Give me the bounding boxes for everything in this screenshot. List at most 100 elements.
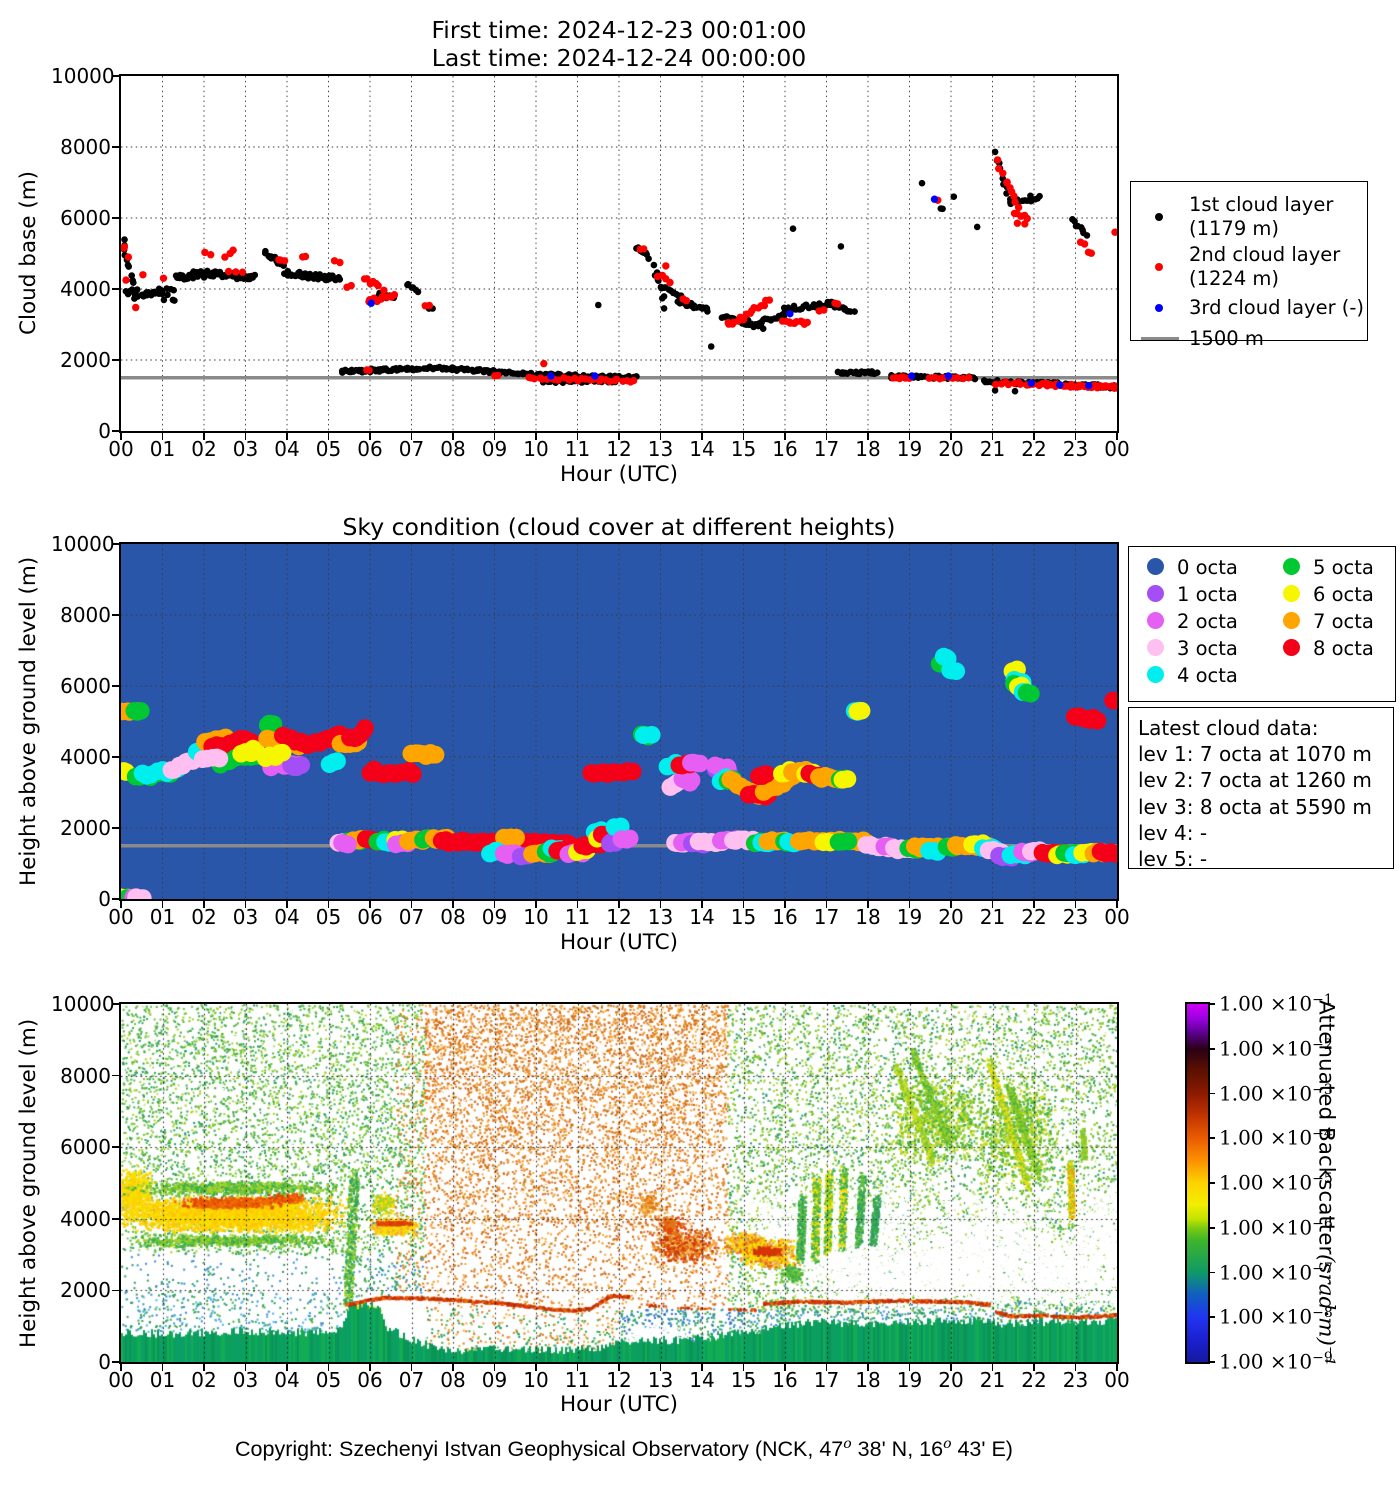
octa-7-label: 7 octa xyxy=(1313,610,1374,633)
x-tick xyxy=(825,433,828,440)
copyright-segment: 38' N, 16 xyxy=(851,1437,944,1462)
colorbar-tick-label: 1.00 ×10−2 xyxy=(1219,1036,1333,1061)
sky-condition-title: Sky condition (cloud cover at different … xyxy=(342,513,896,541)
x-tick xyxy=(203,1364,205,1371)
x-tick xyxy=(452,1364,454,1371)
x-tick-label: 16 xyxy=(772,905,798,929)
y-tick xyxy=(112,1361,119,1363)
x-tick-label: 02 xyxy=(191,1368,217,1392)
x-tick xyxy=(535,1364,537,1371)
colorbar-tick-label: 1.00 ×10−7 xyxy=(1219,1260,1333,1285)
octa-4-label: 4 octa xyxy=(1177,664,1238,687)
octa-legend: 0 octa 1 octa 2 octa 3 octa 4 octa 5 octa 6 oc… xyxy=(1128,546,1396,702)
octa-2-label: 2 octa xyxy=(1177,610,1238,633)
x-tick xyxy=(1116,901,1118,908)
x-tick-label: 12 xyxy=(606,905,632,929)
backscatter-plot xyxy=(119,1002,1119,1364)
x-tick-label: 20 xyxy=(938,905,964,929)
reference-line-icon xyxy=(1141,336,1179,340)
y-tick-label: 6000 xyxy=(60,1135,111,1160)
x-tick-label: 02 xyxy=(191,437,217,461)
y-tick-label: 0 xyxy=(98,887,111,911)
y-tick xyxy=(112,217,119,219)
x-tick xyxy=(1033,433,1035,440)
x-tick xyxy=(410,901,413,908)
colorbar-tick xyxy=(1210,1226,1215,1229)
x-tick-label: 03 xyxy=(232,437,259,461)
x-tick-label: 20 xyxy=(938,1368,964,1392)
x-tick xyxy=(120,1364,122,1371)
octa-7-dot-icon xyxy=(1283,612,1300,629)
x-tick-label: 18 xyxy=(855,1368,881,1392)
x-tick-label: 16 xyxy=(772,1368,798,1392)
octa-6-dot-icon xyxy=(1283,585,1300,602)
x-tick xyxy=(701,901,703,908)
x-tick xyxy=(369,433,371,440)
x-tick xyxy=(161,901,164,908)
x-tick xyxy=(244,433,247,440)
x-tick-label: 00 xyxy=(108,1368,134,1392)
sky-condition-y-axis-label: Height above ground level (m) xyxy=(16,556,41,886)
x-tick-label: 02 xyxy=(191,905,217,929)
x-tick-label: 04 xyxy=(274,437,300,461)
copyright-segment: Copyright: Szechenyi Istvan Geophysical … xyxy=(235,1437,844,1462)
x-tick-label: 19 xyxy=(896,1368,923,1392)
x-tick xyxy=(1074,433,1077,440)
x-tick xyxy=(784,901,786,908)
x-tick-label: 11 xyxy=(564,437,591,461)
x-tick-label: 21 xyxy=(979,1368,1006,1392)
x-tick-label: 22 xyxy=(1021,905,1047,929)
x-tick xyxy=(576,433,579,440)
sky-condition-scatter xyxy=(121,544,1117,899)
x-tick-label: 12 xyxy=(606,1368,632,1392)
x-tick-label: 13 xyxy=(647,905,674,929)
x-tick xyxy=(327,1364,330,1371)
x-tick-label: 13 xyxy=(647,1368,674,1392)
x-tick xyxy=(950,433,952,440)
cloud-level-line: lev 4: - xyxy=(1138,820,1208,845)
x-tick xyxy=(742,901,745,908)
x-tick xyxy=(991,1364,994,1371)
colorbar-tick-label: 1.00 ×10−3 xyxy=(1219,1081,1333,1106)
cloud-layer-legend: 1st cloud layer (1179 m) 2nd cloud layer (1… xyxy=(1130,181,1368,350)
x-tick-label: 05 xyxy=(315,905,342,929)
octa-5-label: 5 octa xyxy=(1313,556,1374,579)
second-layer-dot-icon xyxy=(1155,263,1163,271)
x-tick xyxy=(991,901,994,908)
x-tick-label: 04 xyxy=(274,905,300,929)
x-tick xyxy=(701,433,703,440)
sky-condition-plot xyxy=(119,542,1119,901)
latest-cloud-data-lines: lev 1: 7 octa at 1070 m lev 2: 7 octa at … xyxy=(1138,741,1393,872)
colorbar-tick-label: 1.00 ×10−5 xyxy=(1219,1170,1333,1195)
y-tick xyxy=(112,359,119,361)
x-tick-label: 23 xyxy=(1062,905,1089,929)
x-tick xyxy=(950,1364,952,1371)
x-tick xyxy=(659,433,662,440)
x-tick xyxy=(161,433,164,440)
x-tick xyxy=(908,901,911,908)
colorbar-label-text: Attenuated Backscatter xyxy=(1313,999,1339,1255)
y-tick-label: 2000 xyxy=(60,1278,111,1303)
x-tick xyxy=(535,901,537,908)
colorbar-label-units: (srad·m)⁻¹ xyxy=(1313,1254,1339,1367)
x-tick xyxy=(618,901,620,908)
x-tick-label: 22 xyxy=(1021,437,1047,461)
y-tick-label: 2000 xyxy=(60,348,111,372)
x-tick xyxy=(244,901,247,908)
x-tick-label: 01 xyxy=(149,905,176,929)
x-tick xyxy=(410,1364,413,1371)
octa-3-label: 3 octa xyxy=(1177,637,1238,660)
x-tick-label: 18 xyxy=(855,437,881,461)
x-tick xyxy=(452,433,454,440)
x-tick xyxy=(618,433,620,440)
degree-superscript: o xyxy=(843,1436,852,1452)
x-tick-label: 09 xyxy=(481,905,508,929)
x-tick-label: 12 xyxy=(606,437,632,461)
y-tick-label: 2000 xyxy=(60,816,111,840)
x-tick-label: 09 xyxy=(481,1368,508,1392)
cloud-base-scatter xyxy=(121,76,1117,431)
x-tick-label: 16 xyxy=(772,437,798,461)
backscatter-x-axis-label: Hour (UTC) xyxy=(559,1392,679,1417)
x-tick xyxy=(120,901,122,908)
x-tick-label: 08 xyxy=(440,905,466,929)
